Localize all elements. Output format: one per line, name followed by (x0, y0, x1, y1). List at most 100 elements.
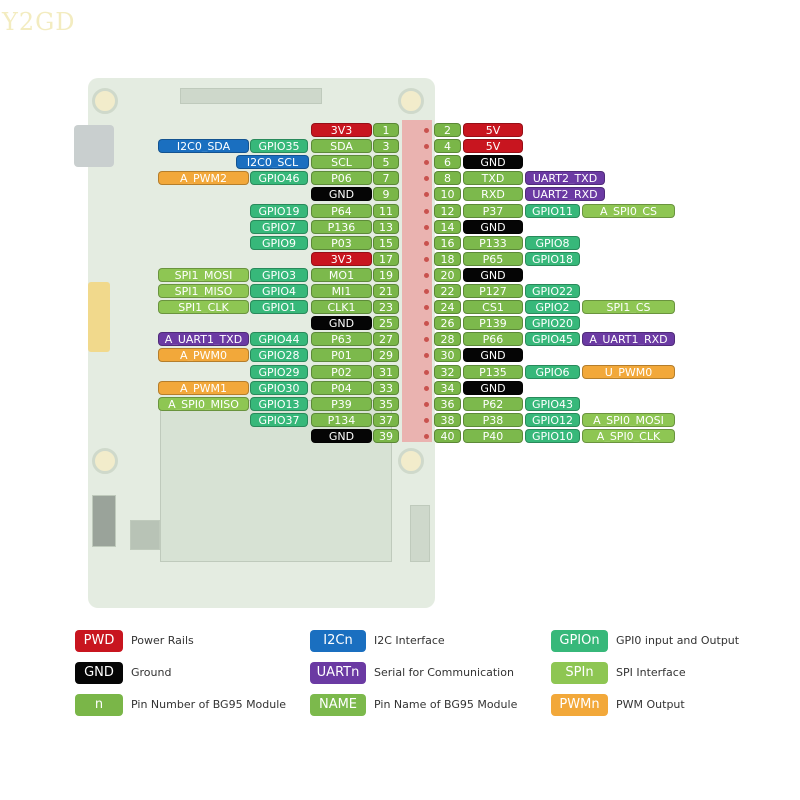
gpio-label: GPIO44 (250, 332, 308, 347)
connector (88, 282, 110, 352)
pin-number: 10 (434, 187, 461, 202)
gpio-label: GPIO13 (250, 396, 308, 411)
pin-name: MI1 (311, 284, 372, 298)
pin-number: 31 (373, 364, 399, 379)
gpio-label: GPIO10 (525, 428, 580, 443)
mount-hole (398, 88, 424, 114)
pin-name: GND (463, 348, 523, 363)
header-pin (424, 208, 429, 214)
pin-number: 18 (434, 251, 461, 266)
header-pin (424, 160, 429, 166)
pin-name: P40 (463, 428, 523, 443)
fpc-connector (180, 88, 322, 104)
pin-number: 4 (434, 139, 461, 154)
pin-number: 30 (434, 348, 461, 363)
pin-number: 25 (373, 316, 399, 331)
pin-name: P64 (311, 203, 372, 218)
function-label: I2C0_SDA (158, 139, 249, 154)
gpio-label: GPIO22 (525, 284, 580, 298)
pin-name: P127 (463, 284, 523, 298)
legend-badge-name: NAME (310, 694, 366, 716)
gpio-label: GPIO43 (525, 396, 580, 411)
legend-text: GPI0 input and Output (616, 634, 740, 647)
header-pin (424, 256, 429, 262)
connector (410, 505, 430, 562)
pin-name: 3V3 (311, 123, 372, 137)
function-label: UART2_RXD (525, 187, 605, 202)
function-label: A_PWM2 (158, 171, 249, 186)
legend-badge-pwm: PWMn (551, 694, 608, 716)
header-pin (424, 321, 429, 327)
pin-name: CS1 (463, 300, 523, 315)
pin-number: 16 (434, 235, 461, 250)
pin-name: TXD (463, 171, 523, 186)
pin-number: 37 (373, 412, 399, 427)
pin-name: P38 (463, 412, 523, 427)
pin-number: 24 (434, 300, 461, 315)
gpio-label: GPIO19 (250, 203, 308, 218)
gpio-label: GPIO46 (250, 171, 308, 186)
pin-name: 5V (463, 139, 523, 154)
pin-name: P134 (311, 412, 372, 427)
gpio-label: GPIO30 (250, 380, 308, 395)
pin-number: 35 (373, 396, 399, 411)
pin-name: P136 (311, 219, 372, 234)
header-pin (424, 401, 429, 407)
pin-name: 5V (463, 123, 523, 137)
pin-number: 20 (434, 267, 461, 282)
header-pin (424, 353, 429, 359)
pin-name: SDA (311, 139, 372, 154)
pin-name: P63 (311, 332, 372, 347)
header-pin (424, 128, 429, 133)
pin-name: P04 (311, 380, 372, 395)
gpio-label: GPIO29 (250, 364, 308, 379)
pin-number: 28 (434, 332, 461, 347)
legend-badge-i2c: I2Cn (310, 630, 366, 652)
pin-number: 1 (373, 123, 399, 137)
legend-badge-gpio: GPIOn (551, 630, 608, 652)
pin-name: CLK1 (311, 300, 372, 315)
pin-name: P39 (311, 396, 372, 411)
pin-number: 38 (434, 412, 461, 427)
function-label: A_SPI0_MOSI (582, 412, 675, 427)
function-label: SPI1_MISO (158, 284, 249, 298)
function-label: A_UART1_TXD (158, 332, 249, 347)
legend-badge-spi: SPIn (551, 662, 608, 684)
pin-number: 12 (434, 203, 461, 218)
pin-number: 9 (373, 187, 399, 202)
header-pin (424, 224, 429, 230)
header-pin (424, 176, 429, 182)
gpio-label: GPIO9 (250, 235, 308, 250)
legend-text: Ground (131, 666, 172, 679)
pin-number: 6 (434, 155, 461, 170)
header-pin (424, 385, 429, 391)
bg95-module (160, 400, 392, 562)
function-label: SPI1_CLK (158, 300, 249, 315)
pin-name: P06 (311, 171, 372, 186)
usb-c-port (74, 125, 114, 167)
legend-text: Serial for Communication (374, 666, 514, 679)
gpio-label: GPIO8 (525, 235, 580, 250)
watermark: Y2GD (2, 8, 76, 36)
pin-number: 36 (434, 396, 461, 411)
pin-name: P02 (311, 364, 372, 379)
gpio-label: GPIO2 (525, 300, 580, 315)
header-pin (424, 337, 429, 343)
legend-badge-gnd: GND (75, 662, 123, 684)
pin-name: GND (463, 219, 523, 234)
gpio-label: GPIO37 (250, 412, 308, 427)
mount-hole (92, 448, 118, 474)
pin-number: 13 (373, 219, 399, 234)
pin-number: 23 (373, 300, 399, 315)
pin-name: 3V3 (311, 251, 372, 266)
gpio-label: GPIO18 (525, 251, 580, 266)
pin-name: P01 (311, 348, 372, 363)
pin-number: 8 (434, 171, 461, 186)
legend-text: Pin Name of BG95 Module (374, 698, 518, 711)
function-label: A_SPI0_MISO (158, 396, 249, 411)
header-pin (424, 240, 429, 246)
legend-badge-power: PWD (75, 630, 123, 652)
pin-name: GND (463, 155, 523, 170)
function-label: A_SPI0_CLK (582, 428, 675, 443)
gpio-label: GPIO7 (250, 219, 308, 234)
